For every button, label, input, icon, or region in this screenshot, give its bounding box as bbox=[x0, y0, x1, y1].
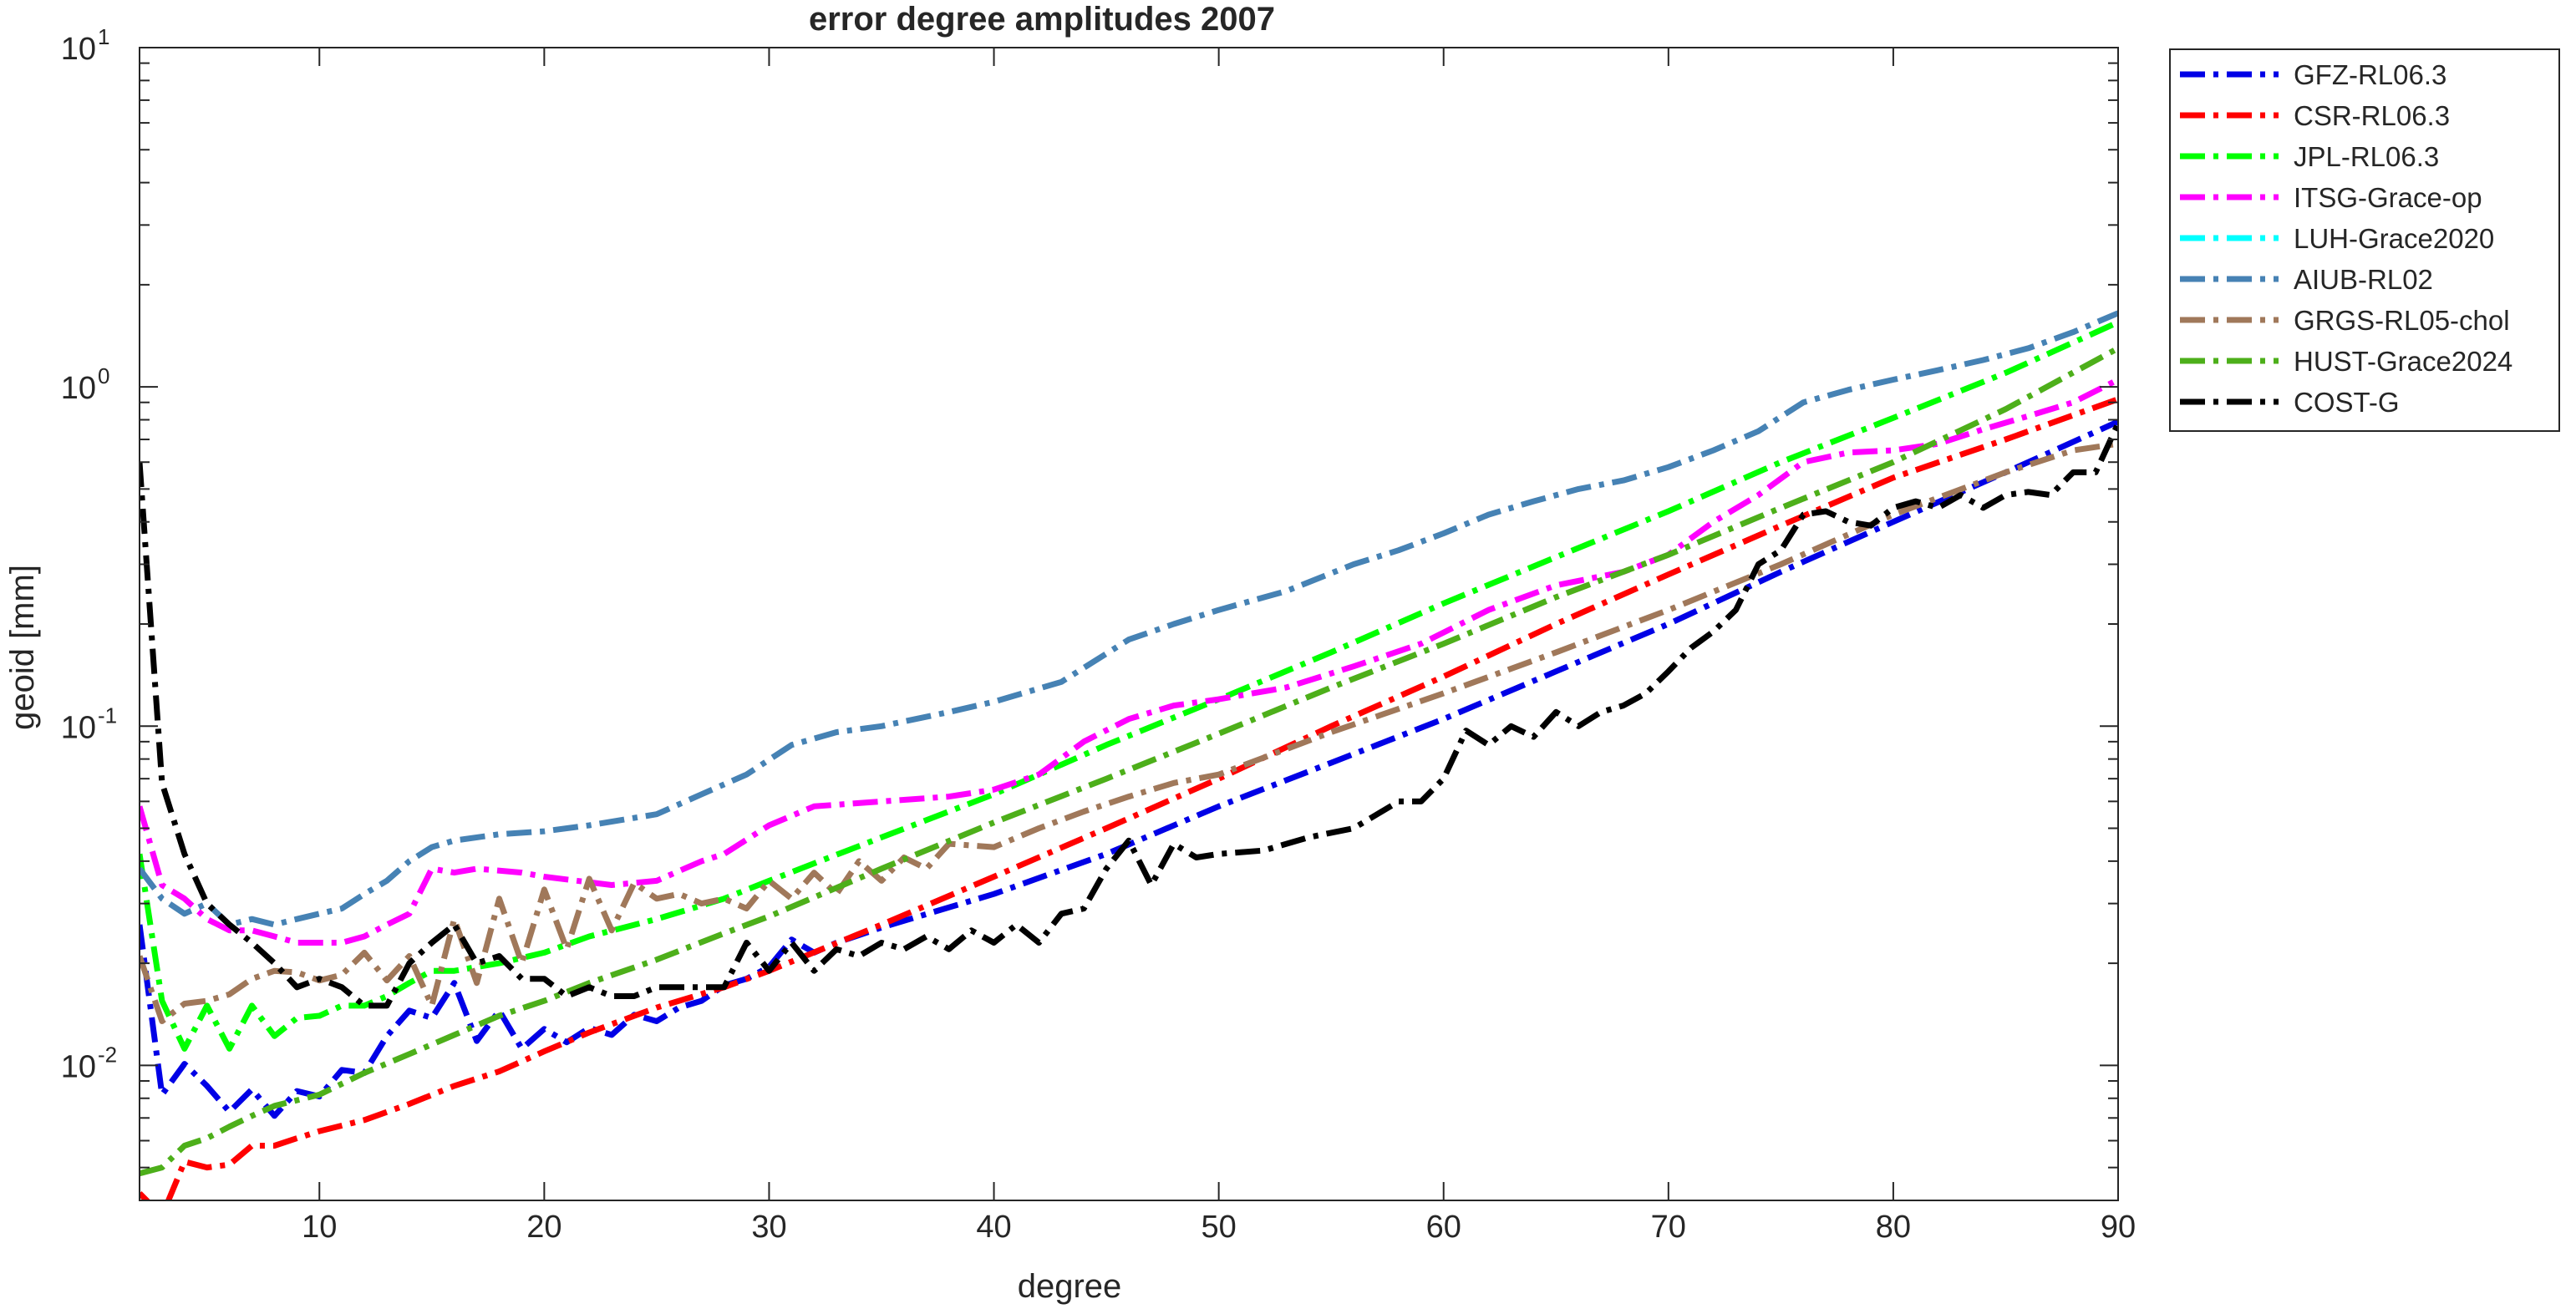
series-line-1 bbox=[140, 396, 2118, 1200]
y-axis-label: geoid [mm] bbox=[4, 565, 41, 730]
y-tick-exponent-2: 0 bbox=[98, 363, 109, 388]
x-tick-label-0: 10 bbox=[302, 1210, 337, 1245]
series-line-0 bbox=[140, 419, 2118, 1119]
y-tick-exponent-0: -2 bbox=[98, 1042, 117, 1067]
series-line-5 bbox=[140, 310, 2118, 928]
legend-label-5: AIUB-RL02 bbox=[2294, 264, 2433, 295]
x-tick-label-2: 30 bbox=[751, 1210, 786, 1245]
x-tick-label-8: 90 bbox=[2101, 1210, 2136, 1245]
legend-label-1: CSR-RL06.3 bbox=[2294, 100, 2450, 131]
series-line-8 bbox=[140, 422, 2118, 1009]
y-tick-exponent-3: 1 bbox=[98, 24, 109, 49]
x-axis-label: degree bbox=[1018, 1268, 1122, 1305]
x-tick-label-5: 60 bbox=[1426, 1210, 1461, 1245]
y-tick-exponent-1: -1 bbox=[98, 703, 117, 728]
series-line-6 bbox=[140, 440, 2118, 1024]
series-line-2 bbox=[140, 319, 2118, 1052]
y-tick-label-1: 10 bbox=[61, 710, 96, 745]
chart-title: error degree amplitudes 2007 bbox=[809, 1, 1275, 38]
legend-label-7: HUST-Grace2024 bbox=[2294, 346, 2512, 377]
plot-series bbox=[140, 310, 2118, 1200]
legend-label-6: GRGS-RL05-chol bbox=[2294, 305, 2510, 336]
legend-label-2: JPL-RL06.3 bbox=[2294, 141, 2439, 172]
x-tick-label-7: 80 bbox=[1876, 1210, 1911, 1245]
legend-label-4: LUH-Grace2020 bbox=[2294, 223, 2494, 254]
legend-label-0: GFZ-RL06.3 bbox=[2294, 59, 2446, 90]
legend-label-3: ITSG-Grace-op bbox=[2294, 182, 2482, 213]
series-line-3 bbox=[140, 377, 2118, 946]
y-tick-label-3: 10 bbox=[61, 32, 96, 67]
y-tick-label-0: 10 bbox=[61, 1049, 96, 1084]
y-tick-label-2: 10 bbox=[61, 371, 96, 406]
legend: GFZ-RL06.3 CSR-RL06.3 JPL-RL06.3 ITSG-Grace… bbox=[2169, 48, 2560, 432]
x-tick-label-6: 70 bbox=[1651, 1210, 1686, 1245]
legend-label-8: COST-G bbox=[2294, 387, 2400, 418]
series-line-7 bbox=[140, 345, 2118, 1177]
x-tick-label-3: 40 bbox=[976, 1210, 1011, 1245]
x-tick-label-1: 20 bbox=[526, 1210, 561, 1245]
x-tick-label-4: 50 bbox=[1201, 1210, 1236, 1245]
